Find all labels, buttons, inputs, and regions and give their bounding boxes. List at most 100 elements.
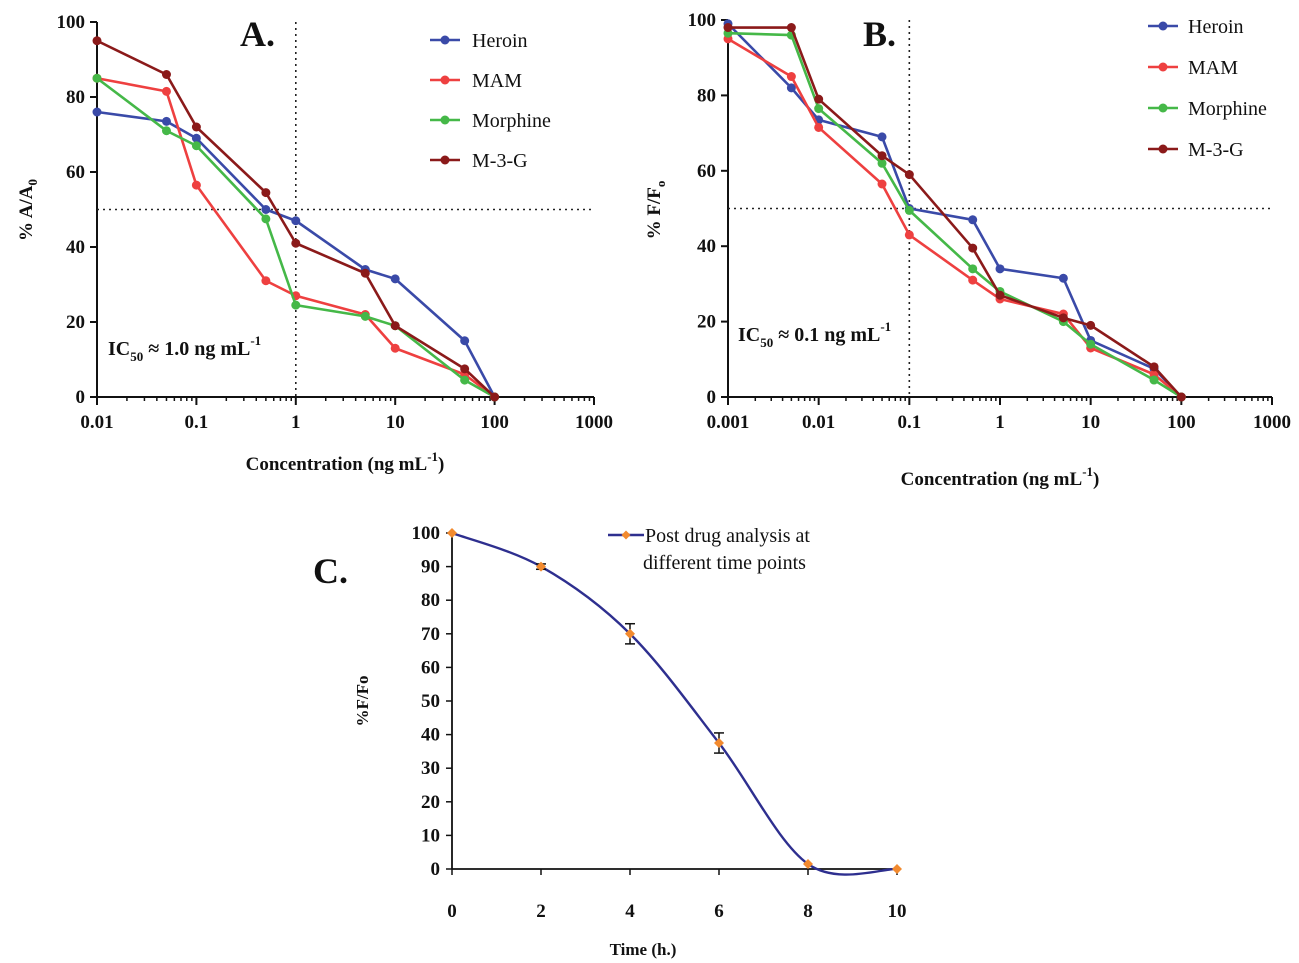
y-tick-label: 10 [421,825,440,846]
panel-label: B. [863,14,896,54]
x-tick-label: 6 [714,901,724,922]
legend-marker [440,115,450,125]
data-point-morphine [814,104,824,114]
data-point-m-3-g [995,290,1005,300]
legend-marker [440,35,450,45]
data-point-marker [714,738,724,748]
data-point-morphine [968,264,978,274]
data-point-m-3-g [723,23,733,33]
x-tick-label: 0.01 [802,412,835,433]
legend-marker [440,155,450,165]
data-point-m-3-g [1058,313,1068,323]
data-point-marker [447,528,457,538]
data-point-heroin [1058,273,1068,283]
data-point-heroin [786,83,796,93]
data-point-mam [786,72,796,82]
data-point-morphine [291,300,301,310]
x-tick-label: 0 [447,901,457,922]
x-tick-label: 2 [536,901,546,922]
y-tick-label: 100 [57,12,86,33]
data-point-marker [536,561,546,572]
x-tick-label: 100 [1167,412,1196,433]
data-point-heroin [161,116,171,126]
x-tick-label: 0.1 [185,412,209,433]
ic50-annotation: IC50 ≈ 0.1 ng mL-1 [738,319,891,350]
data-point-mam [161,86,171,96]
data-point-m-3-g [1086,320,1096,330]
y-tick-label: 50 [421,691,440,712]
y-tick-label: 60 [697,161,716,182]
data-point-m-3-g [291,238,301,248]
x-axis-title: Concentration (ng mL-1) [246,449,445,475]
data-point-heroin [460,336,470,346]
y-tick-label: 100 [688,10,717,31]
data-point-mam [191,180,201,190]
x-tick-label: 1 [291,412,301,433]
data-point-mam [877,179,887,189]
data-point-m-3-g [261,188,271,198]
data-point-morphine [360,311,370,321]
data-point-morphine [161,126,171,136]
y-axis-title: % F/Fo [644,181,668,240]
data-point-m-3-g [460,364,470,374]
x-tick-label: 0.001 [707,412,750,433]
x-tick-label: 8 [803,901,813,922]
y-tick-label: 40 [66,237,85,258]
data-point-heroin [191,133,201,143]
data-point-heroin [877,132,887,142]
data-point-heroin [995,264,1005,274]
x-tick-label: 0.1 [897,412,921,433]
data-point-m-3-g [814,94,824,104]
data-point-mam [968,275,978,285]
data-point-marker [625,628,635,639]
data-point-heroin [390,274,400,284]
y-axis-title: %F/Fo [353,676,372,727]
x-axis-title: Concentration (ng mL-1) [901,464,1100,490]
legend-label: MAM [1188,57,1238,79]
x-tick-label: 4 [625,901,635,922]
y-axis-title: % A/A0 [16,179,40,241]
x-tick-label: 10 [1081,412,1100,433]
legend-label: Morphine [1188,98,1267,120]
y-tick-label: 20 [421,792,440,813]
legend-label: M-3-G [1188,139,1244,161]
data-point-marker [803,858,813,869]
x-tick-label: 100 [480,412,509,433]
panel-label: C. [313,551,348,591]
data-point-morphine [1086,339,1096,349]
data-point-m-3-g [390,321,400,331]
legend-marker [1158,21,1168,31]
data-point-heroin [291,216,301,226]
y-tick-label: 80 [66,87,85,108]
y-tick-label: 70 [421,624,440,645]
data-point-m-3-g [92,36,102,46]
data-point-mam [390,343,400,353]
data-point-heroin [261,205,271,214]
panel-c-chart: 0 10 20 30 40 50 60 70 80 90 100 0 2 4 6 8 10 Post drug a… [313,523,907,959]
data-point-m-3-g [1149,362,1159,372]
x-tick-label: 10 [888,901,907,922]
legend-label: Heroin [472,30,528,52]
data-point-mam [814,122,824,132]
panel-label: A. [240,14,275,54]
data-point-m-3-g [968,243,978,253]
panel-a-chart: 0 20 40 60 80 100 0.01 0.1 1 10 100 1000 Heroin MAM Mo… [16,12,613,475]
data-point-morphine [1149,375,1159,385]
y-tick-label: 80 [421,590,440,611]
y-tick-label: 60 [66,162,85,183]
data-point-m-3-g [360,268,370,278]
data-point-m-3-g [490,392,500,402]
x-tick-label: 0.01 [80,412,113,433]
y-tick-label: 20 [697,312,716,333]
data-point-heroin [92,107,102,117]
y-tick-label: 60 [421,657,440,678]
data-point-marker [892,864,902,874]
data-point-morphine [92,73,102,83]
data-point-morphine [877,158,887,168]
legend-label: Heroin [1188,16,1244,38]
legend-label-line-1: Post drug analysis at [645,525,810,547]
y-tick-label: 0 [707,387,717,408]
y-tick-label: 20 [66,312,85,333]
y-tick-label: 40 [697,236,716,257]
y-tick-label: 0 [76,387,86,408]
